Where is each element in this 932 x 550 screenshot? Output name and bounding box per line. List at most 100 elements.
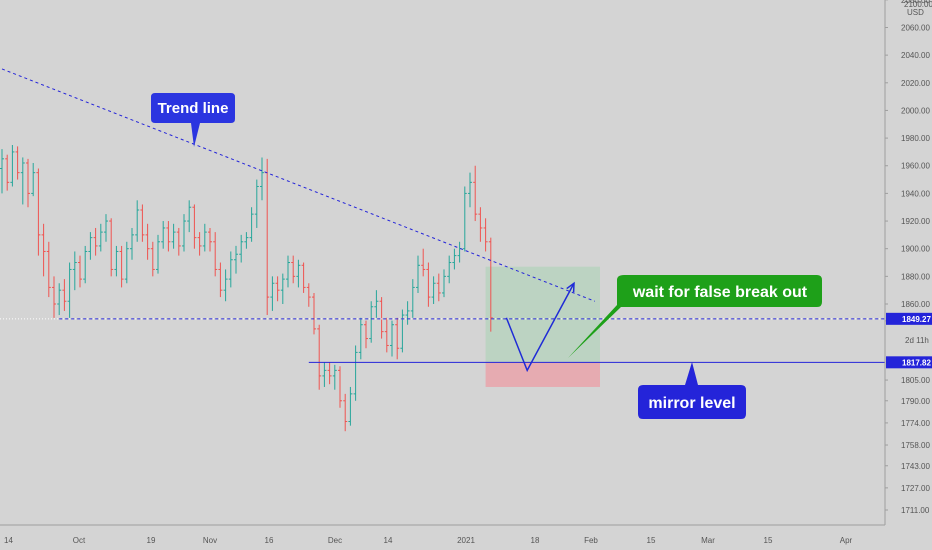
ohlc-bar (78, 255, 82, 288)
price-tick-label: 1774.00 (901, 419, 930, 428)
ohlc-bar (358, 317, 363, 360)
ohlc-bar (135, 200, 140, 242)
profit-zone (485, 266, 600, 363)
ohlc-bar (88, 232, 93, 260)
currency-label: USD (907, 8, 924, 17)
ohlc-bar (447, 255, 452, 284)
ohlc-bar (405, 301, 410, 325)
time-axis-ticks: 14 Oct 19 Nov 16 Dec 14 2021 18 Feb 15 Mar 15 Apr (4, 536, 853, 545)
ohlc-bar (291, 255, 296, 284)
ohlc-bar (426, 262, 431, 307)
price-tick-label: 1860.00 (901, 300, 930, 309)
price-tick-label: 1920.00 (901, 217, 930, 226)
ohlc-bar (275, 276, 280, 302)
price-tick-label: 1805.00 (901, 376, 930, 385)
price-tick-label: 2040.00 (901, 51, 930, 60)
false-break-callout-box (568, 275, 822, 358)
price-tick-label: 1711.00 (901, 506, 930, 515)
ohlc-bar (296, 259, 301, 288)
ohlc-bar (431, 276, 436, 304)
ohlc-bar (353, 345, 358, 401)
ohlc-bar (161, 221, 166, 249)
ohlc-bar (130, 227, 134, 260)
ohlc-bar (462, 186, 467, 252)
mirror-level-callout[interactable]: mirror level (638, 362, 746, 419)
ohlc-bars (0, 145, 493, 432)
ohlc-bar (213, 232, 218, 277)
price-scale-top-label: 2100.00 (904, 0, 932, 9)
ohlc-bar (260, 157, 264, 201)
price-badge-label: 1849.27 (902, 315, 931, 324)
ohlc-bar (150, 241, 155, 277)
ohlc-bar (109, 218, 114, 277)
false-break-callout[interactable]: wait for false break out (568, 275, 822, 358)
ohlc-bar (379, 297, 384, 339)
ohlc-bar (410, 279, 415, 318)
ohlc-bar (301, 262, 306, 293)
ohlc-bar (187, 200, 192, 233)
ohlc-bar (104, 214, 108, 242)
ohlc-bar (374, 290, 379, 318)
ohlc-bar (452, 248, 457, 270)
loss-zone (485, 362, 600, 387)
projected-path-arrowhead (566, 281, 575, 293)
ohlc-bar (83, 245, 88, 284)
ohlc-bar (182, 214, 186, 252)
ohlc-bar (327, 362, 332, 385)
ohlc-bar (93, 227, 98, 256)
ohlc-bar (10, 145, 15, 187)
price-axis[interactable]: 2100.00 USD 2080.00 2060.00 2040.00 2020.00… (884, 0, 932, 550)
ohlc-bar (400, 309, 405, 353)
ohlc-bar (31, 162, 36, 197)
ohlc-bar (197, 232, 202, 256)
mirror-level-label: mirror level (648, 395, 735, 412)
ohlc-bar (468, 172, 472, 208)
projected-path (505, 282, 575, 373)
plot-area (0, 0, 885, 525)
price-tick-label: 1727.00 (901, 484, 930, 493)
time-tick-label: Dec (328, 536, 342, 545)
ohlc-bar (306, 283, 311, 307)
time-tick-label: Nov (203, 536, 217, 545)
ohlc-bar (249, 207, 254, 242)
ohlc-bar (208, 227, 212, 252)
ohlc-bar (20, 157, 25, 205)
ohlc-bar (244, 232, 249, 249)
price-badges: 1849.27 1817.82 (886, 312, 932, 369)
trend-line-callout-box (151, 93, 235, 147)
time-axis[interactable]: 14 Oct 19 Nov 16 Dec 14 2021 18 Feb 15 Mar 15 Apr (0, 524, 885, 545)
price-badge (886, 356, 932, 369)
ohlc-bar (119, 245, 124, 288)
trend-line-callout[interactable]: Trend line (151, 93, 235, 147)
ohlc-bar (270, 276, 275, 311)
ohlc-bar (5, 154, 10, 191)
ohlc-bar (254, 179, 259, 228)
ohlc-bar (338, 366, 342, 408)
time-tick-label: 19 (147, 536, 156, 545)
bar-countdown-label: 2d 11h (905, 336, 929, 345)
ohlc-bar (332, 364, 337, 390)
price-tick-label: 1960.00 (901, 162, 930, 171)
trend-line (1, 68, 595, 302)
price-badge-label: 1817.82 (902, 358, 931, 367)
ohlc-bar (348, 386, 353, 426)
price-tick-label: 1980.00 (901, 134, 930, 143)
ohlc-bar (156, 234, 160, 274)
ohlc-bar (26, 158, 30, 208)
ohlc-bar (369, 301, 374, 343)
ohlc-bar (72, 251, 77, 291)
ohlc-bar (36, 168, 41, 256)
price-tick-label: 1743.00 (901, 462, 930, 471)
ohlc-bar (140, 204, 145, 242)
ohlc-bar (166, 221, 171, 252)
price-tick-label: 2000.00 (901, 106, 930, 115)
ohlc-bar (62, 279, 67, 311)
ohlc-bar (322, 362, 327, 387)
ohlc-bar (223, 269, 228, 302)
ohlc-bar (390, 320, 394, 357)
time-tick-label: 18 (531, 536, 540, 545)
ohlc-bar (52, 276, 56, 318)
time-tick-label: 15 (647, 536, 656, 545)
ohlc-bar (478, 207, 483, 242)
